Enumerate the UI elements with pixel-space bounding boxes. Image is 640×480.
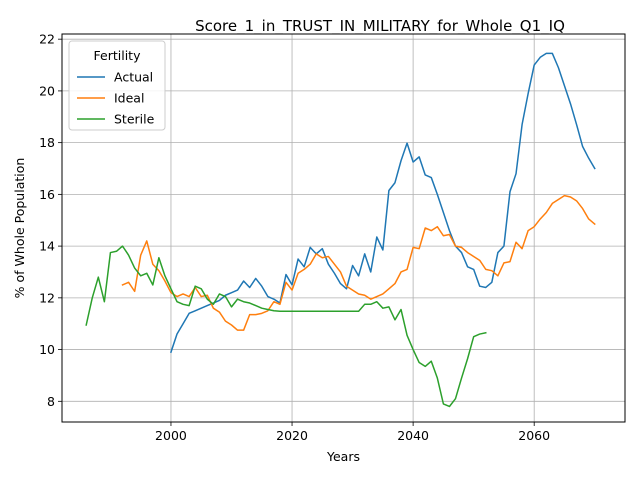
- y-tick-label: 12: [39, 290, 55, 305]
- y-tick-label: 20: [39, 83, 55, 98]
- legend-label-ideal: Ideal: [114, 91, 144, 106]
- x-tick-label: 2040: [397, 428, 429, 443]
- y-tick-label: 22: [39, 32, 55, 47]
- legend-label-sterile: Sterile: [114, 112, 155, 127]
- y-tick-label: 14: [39, 239, 55, 254]
- y-tick-label: 8: [47, 394, 55, 409]
- y-tick-label: 18: [39, 135, 55, 150]
- legend-title: Fertility: [94, 48, 142, 63]
- x-axis-label: Years: [326, 449, 360, 464]
- chart-title: Score_1_in_TRUST_IN_MILITARY_for_Whole_Q…: [195, 17, 565, 36]
- y-tick-label: 10: [39, 342, 55, 357]
- legend-label-actual: Actual: [114, 70, 153, 85]
- x-tick-label: 2020: [276, 428, 308, 443]
- y-axis-label: % of Whole Population: [12, 158, 27, 299]
- x-tick-label: 2060: [518, 428, 550, 443]
- y-tick-label: 16: [39, 187, 55, 202]
- legend: Fertility Actual Ideal Sterile: [69, 41, 165, 130]
- x-tick-label: 2000: [155, 428, 187, 443]
